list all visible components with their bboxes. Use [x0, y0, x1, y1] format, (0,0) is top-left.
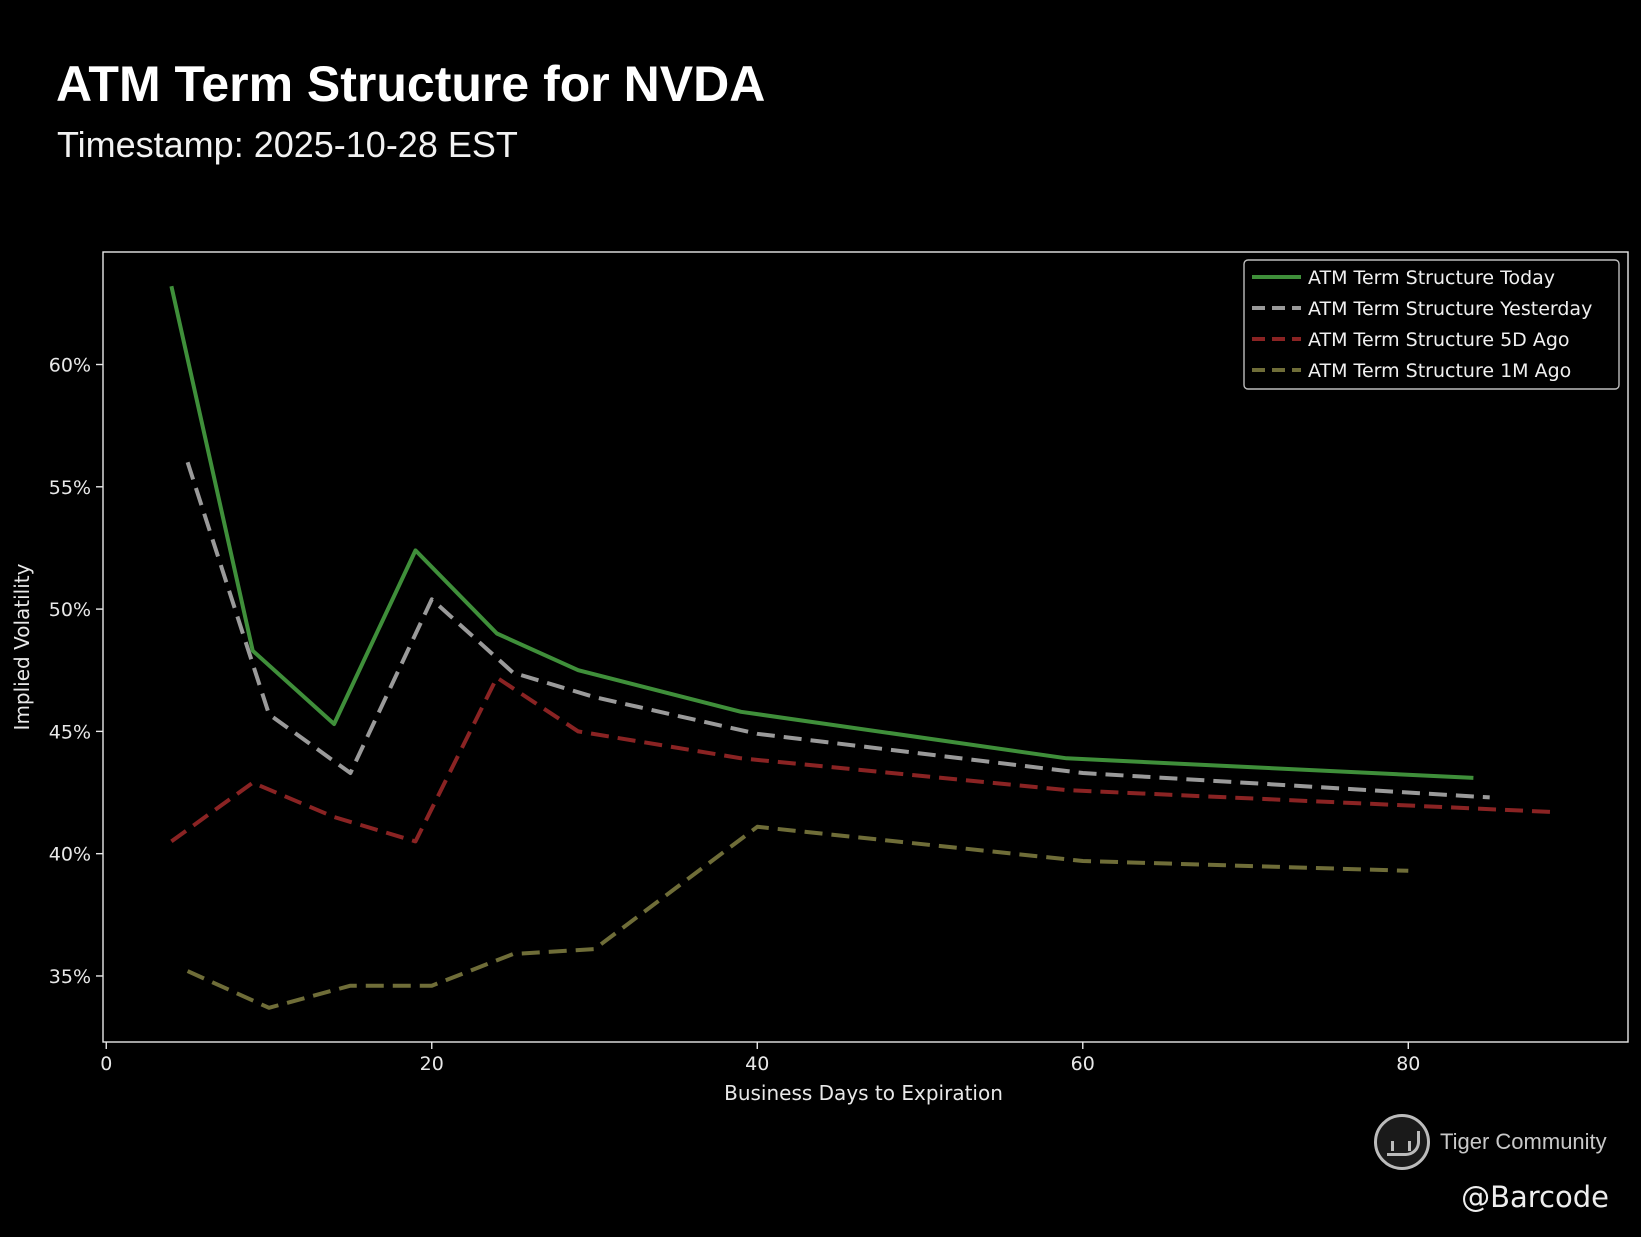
series-line-atm-term-structure-1m-ago [186, 824, 1409, 1010]
chart-title: ATM Term Structure for NVDA [56, 56, 766, 112]
y-tick-label: 45% [49, 721, 91, 743]
brand-watermark: Tiger Community [1374, 1114, 1607, 1170]
legend: ATM Term Structure Today ATM Term Structu… [1243, 259, 1620, 390]
chart-subtitle: Timestamp: 2025-10-28 EST [57, 124, 518, 165]
brand-name: Tiger Community [1440, 1129, 1607, 1154]
x-tick-label: 0 [100, 1053, 112, 1075]
x-tick-label: 60 [1071, 1053, 1095, 1075]
x-tick-label: 80 [1396, 1053, 1420, 1075]
legend-entry: ATM Term Structure Today [1308, 267, 1555, 289]
author-handle: @Barcode [1461, 1180, 1609, 1214]
x-axis-label: Business Days to Expiration [724, 1081, 1003, 1105]
legend-entry: ATM Term Structure 5D Ago [1308, 329, 1570, 351]
plot-frame [102, 251, 1629, 1043]
y-tick-label: 60% [49, 355, 91, 377]
y-tick-label: 35% [49, 966, 91, 988]
y-tick-label: 55% [49, 477, 91, 499]
tiger-community-logo-icon [1374, 1114, 1430, 1170]
y-tick-label: 40% [49, 844, 91, 866]
x-tick-label: 40 [745, 1053, 769, 1075]
y-tick-label: 50% [49, 599, 91, 621]
x-tick-label: 20 [420, 1053, 444, 1075]
legend-entry: ATM Term Structure 1M Ago [1308, 360, 1571, 382]
series-line-atm-term-structure-5d-ago [170, 675, 1555, 844]
legend-entry: ATM Term Structure Yesterday [1308, 298, 1592, 320]
series-line-atm-term-structure-today [169, 285, 1474, 780]
y-axis-label: Implied Volatility [10, 563, 34, 730]
series-line-atm-term-structure-yesterday [185, 461, 1490, 800]
legend-frame [1243, 259, 1620, 390]
